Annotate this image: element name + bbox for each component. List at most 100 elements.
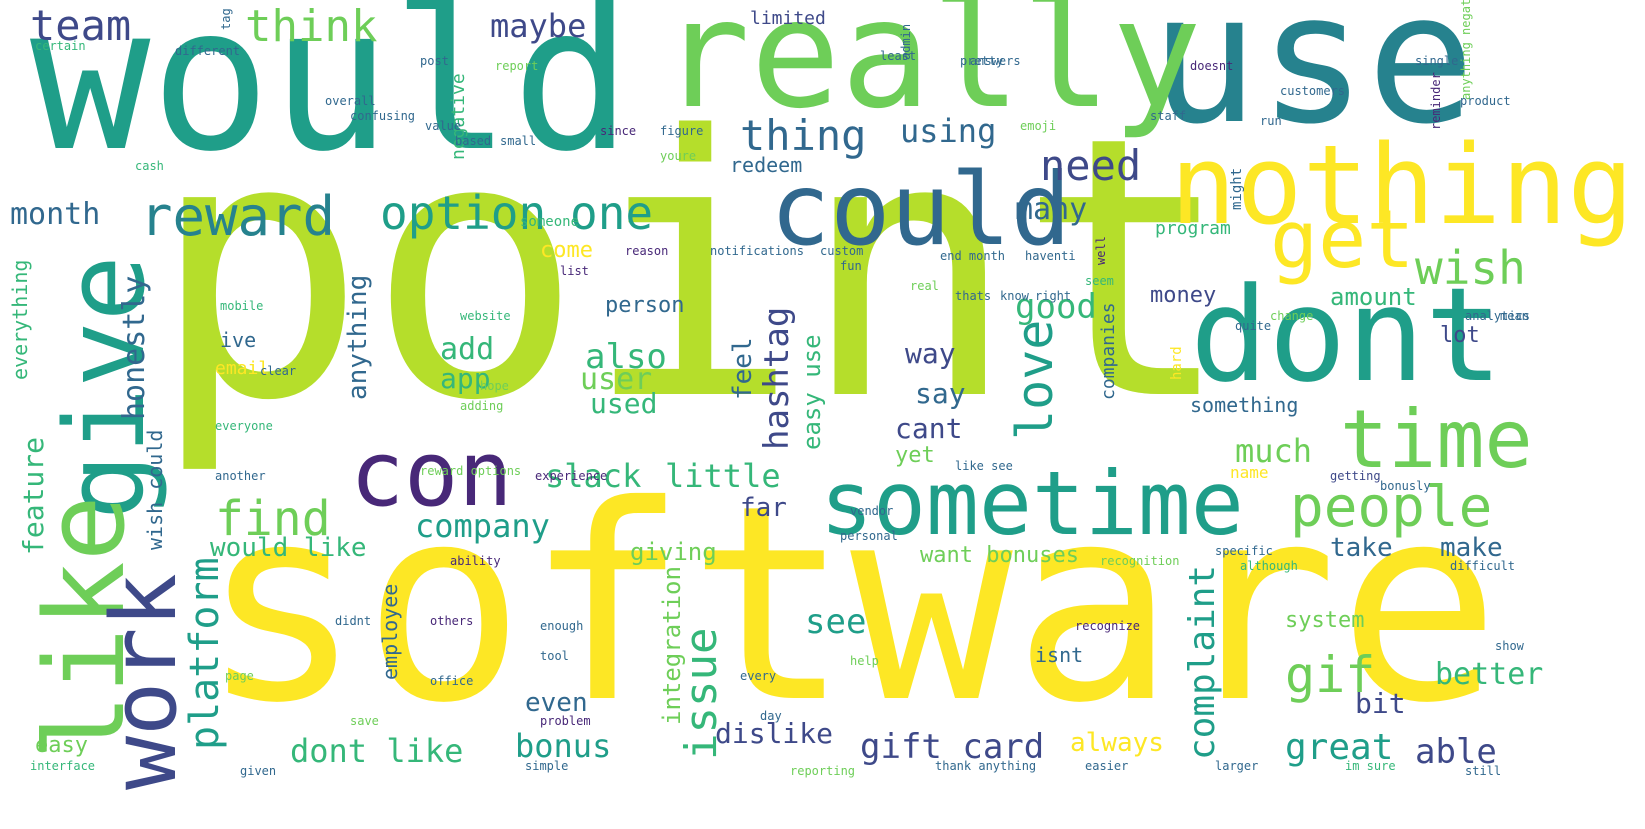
word-value: value xyxy=(425,119,462,133)
word-make: make xyxy=(1440,533,1503,563)
word-small: small xyxy=(500,134,537,148)
word-company: company xyxy=(415,507,550,545)
word-software: software xyxy=(200,447,1501,762)
word-redeem: redeem xyxy=(730,153,803,177)
word-app: app xyxy=(440,362,491,395)
word-bonus: bonus xyxy=(515,727,612,765)
word-honestly: honestly xyxy=(117,275,152,421)
word-limited: limited xyxy=(750,8,826,29)
word-product: product xyxy=(1460,94,1511,108)
word-list: list xyxy=(560,264,589,278)
word-figure: figure xyxy=(660,124,704,138)
word-reminder: reminder xyxy=(1429,72,1443,130)
word-cant: cant xyxy=(895,412,963,445)
word-hope: hope xyxy=(480,379,509,393)
word-gift-card: gift card xyxy=(860,727,1045,767)
word-feel: feel xyxy=(728,337,758,400)
word-pretty: pretty xyxy=(960,54,1004,68)
word-better: better xyxy=(1435,657,1544,692)
word-office: office xyxy=(430,674,474,688)
word-page: page xyxy=(225,669,254,683)
word-would: would xyxy=(30,0,633,196)
word-integration: integration xyxy=(658,566,686,725)
word-adding: adding xyxy=(460,399,504,413)
word-enough: enough xyxy=(540,619,584,633)
word-end-month: end month xyxy=(940,249,1006,263)
word-team: team xyxy=(30,1,132,50)
word-interface: interface xyxy=(30,759,96,773)
word-easy-use: easy use xyxy=(798,334,826,450)
word-report: report xyxy=(495,59,539,73)
word-answers: answers xyxy=(970,54,1021,68)
word-everything: everything xyxy=(8,259,32,380)
word-different: different xyxy=(175,44,241,58)
word-think: think xyxy=(245,1,378,52)
word-post: post xyxy=(420,54,449,68)
word-im-sure: im sure xyxy=(1345,759,1396,773)
word-seem: seem xyxy=(1085,274,1114,288)
word-another: another xyxy=(215,469,266,483)
word-employee: employee xyxy=(378,583,402,680)
word-one: one xyxy=(570,186,654,240)
word-isnt: isnt xyxy=(1035,643,1084,667)
word-didnt: didnt xyxy=(335,614,372,628)
word-fun: fun xyxy=(840,259,862,273)
word-system: system xyxy=(1285,608,1365,633)
word-anything-negative: anything negative xyxy=(1459,0,1473,100)
word-dont: dont xyxy=(1190,259,1504,411)
word-sometime: sometime xyxy=(820,452,1244,555)
word-emoji: emoji xyxy=(1020,119,1057,133)
word-someone: someone xyxy=(520,214,580,230)
word-real: real xyxy=(910,279,939,293)
word-maybe: maybe xyxy=(490,7,587,45)
word-used: used xyxy=(590,387,658,420)
word-dont-like: dont like xyxy=(290,732,464,770)
word-need: need xyxy=(1040,141,1142,190)
word-difficult: difficult xyxy=(1450,559,1516,573)
word-clear: clear xyxy=(260,364,297,378)
word-point: point xyxy=(150,60,1234,479)
word-great: great xyxy=(1285,727,1394,768)
word-help: help xyxy=(850,654,879,668)
word-quite: quite xyxy=(1235,319,1272,333)
word-save: save xyxy=(350,714,379,728)
word-tool: tool xyxy=(540,649,569,663)
word-ive: ive xyxy=(220,328,257,352)
word-mobile: mobile xyxy=(220,299,264,313)
word-day: day xyxy=(760,709,782,723)
word-might: might xyxy=(1229,167,1245,210)
word-hard: hard xyxy=(1169,346,1185,380)
word-experience: experience xyxy=(535,469,608,483)
word-user: user xyxy=(580,362,653,397)
word-add: add xyxy=(440,332,495,367)
word-thank-anything: thank anything xyxy=(935,759,1037,773)
word-right: right xyxy=(1035,289,1072,303)
word-easy: easy xyxy=(35,733,88,758)
word-based: based xyxy=(455,134,492,148)
word-hashtag: hashtag xyxy=(757,306,797,450)
word-reward-options: reward options xyxy=(420,464,522,478)
word-least: least xyxy=(880,49,917,63)
word-amount: amount xyxy=(1330,283,1417,311)
word-program: program xyxy=(1155,218,1231,239)
word-although: although xyxy=(1240,559,1298,573)
word-reward: reward xyxy=(140,185,336,248)
word-complaint: complaint xyxy=(1182,564,1223,760)
word-bonusly: bonusly xyxy=(1380,479,1431,493)
word-would-like: would like xyxy=(210,533,367,563)
word-staff: staff xyxy=(1150,109,1187,123)
word-well: well xyxy=(1094,236,1108,265)
word-doesnt: doesnt xyxy=(1190,59,1234,73)
word-cash: cash xyxy=(135,159,164,173)
word-easier: easier xyxy=(1085,759,1129,773)
word-name: name xyxy=(1230,463,1269,482)
word-admin: admin xyxy=(899,23,913,60)
word-really: really xyxy=(660,0,1202,142)
word-everyone: everyone xyxy=(215,419,273,433)
word-simple: simple xyxy=(525,759,569,773)
word-many: many xyxy=(1015,192,1088,227)
word-see: see xyxy=(805,602,867,642)
word-something: something xyxy=(1190,393,1299,417)
word-certain: certain xyxy=(35,39,86,53)
